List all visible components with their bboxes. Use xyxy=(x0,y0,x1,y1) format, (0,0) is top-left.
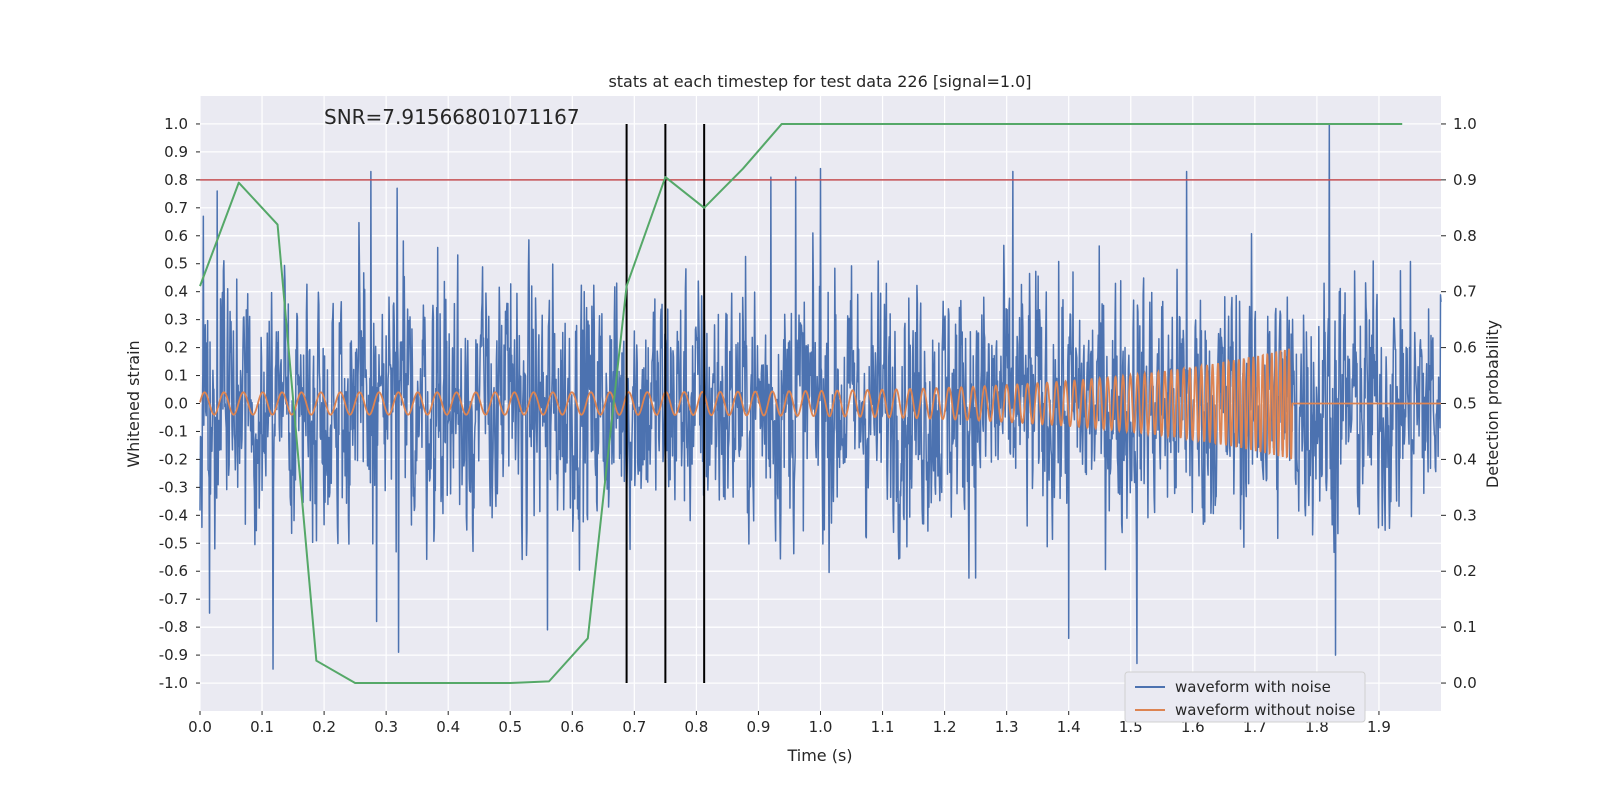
y-tick-label: 0.9 xyxy=(164,143,188,161)
y-tick-label: 0.0 xyxy=(164,395,188,413)
y-tick-label: -0.3 xyxy=(159,478,188,496)
y2-tick-label: 1.0 xyxy=(1453,115,1477,133)
x-tick-label: 0.6 xyxy=(560,718,584,736)
y-tick-label: -0.9 xyxy=(159,646,188,664)
x-tick-label: 0.8 xyxy=(684,718,708,736)
y-tick-label: 0.1 xyxy=(164,367,188,385)
x-tick-label: 1.2 xyxy=(933,718,957,736)
series-detection-probability xyxy=(199,122,1403,685)
legend-label: waveform with noise xyxy=(1175,678,1331,696)
y2-axis-label: Detection probability xyxy=(1483,320,1502,488)
y-tick-label: -0.6 xyxy=(159,562,188,580)
x-axis-label: Time (s) xyxy=(786,746,852,765)
x-tick-label: 0.0 xyxy=(188,718,212,736)
x-tick-label: 0.7 xyxy=(622,718,646,736)
y-tick-label: 0.7 xyxy=(164,199,188,217)
axes: 0.0 0.1 0.2 0.3 0.4 0.5 0.6 0.7 0.8 0.9 1.0 1.1 1.2 1… xyxy=(159,115,1477,736)
y2-tick-label: 0.9 xyxy=(1453,171,1477,189)
y2-tick-label: 0.3 xyxy=(1453,506,1477,524)
y2-tick-label: 0.4 xyxy=(1453,450,1477,468)
y-tick-label: -0.1 xyxy=(159,422,188,440)
legend: waveform with noise waveform without nois… xyxy=(1124,671,1366,723)
y-axis-label: Whitened strain xyxy=(124,340,143,467)
x-tick-label: 1.1 xyxy=(871,718,895,736)
y-tick-label: 0.6 xyxy=(164,227,188,245)
x-tick-label: 0.3 xyxy=(374,718,398,736)
y2-tick-label: 0.7 xyxy=(1453,283,1477,301)
legend-box xyxy=(1124,671,1366,723)
series-waveform-with-noise xyxy=(199,123,1442,670)
chart-title: stats at each timestep for test data 226… xyxy=(608,72,1031,91)
y-tick-label: 1.0 xyxy=(164,115,188,133)
x-tick-label: 0.2 xyxy=(312,718,336,736)
y-tick-label: 0.5 xyxy=(164,255,188,273)
x-tick-label: 1.0 xyxy=(809,718,833,736)
legend-label: waveform without noise xyxy=(1175,701,1355,719)
x-tick-label: 1.4 xyxy=(1057,718,1081,736)
y2-tick-label: 0.1 xyxy=(1453,618,1477,636)
x-tick-label: 0.5 xyxy=(498,718,522,736)
y-tick-label: -1.0 xyxy=(159,674,188,692)
y-tick-label: 0.3 xyxy=(164,311,188,329)
x-tick-label: 0.4 xyxy=(436,718,460,736)
snr-annotation: SNR=7.91566801071167 xyxy=(324,105,580,129)
y-tick-label: -0.2 xyxy=(159,450,188,468)
x-tick-label: 1.3 xyxy=(995,718,1019,736)
y2-tick-label: 0.8 xyxy=(1453,227,1477,245)
y2-tick-label: 0.0 xyxy=(1453,674,1477,692)
y2-tick-label: 0.5 xyxy=(1453,395,1477,413)
y-tick-label: -0.5 xyxy=(159,534,188,552)
y-tick-label: -0.7 xyxy=(159,590,188,608)
x-tick-label: 0.1 xyxy=(250,718,274,736)
series-waveform-without-noise xyxy=(199,348,1441,460)
y-tick-label: 0.8 xyxy=(164,171,188,189)
y2-tick-label: 0.6 xyxy=(1453,339,1477,357)
y-tick-label: -0.4 xyxy=(159,506,188,524)
y-tick-label: 0.2 xyxy=(164,339,188,357)
y2-tick-label: 0.2 xyxy=(1453,562,1477,580)
y-tick-label: 0.4 xyxy=(164,283,188,301)
x-tick-label: 0.9 xyxy=(747,718,771,736)
y-tick-label: -0.8 xyxy=(159,618,188,636)
series-layer xyxy=(199,122,1442,685)
x-tick-label: 1.9 xyxy=(1367,718,1391,736)
